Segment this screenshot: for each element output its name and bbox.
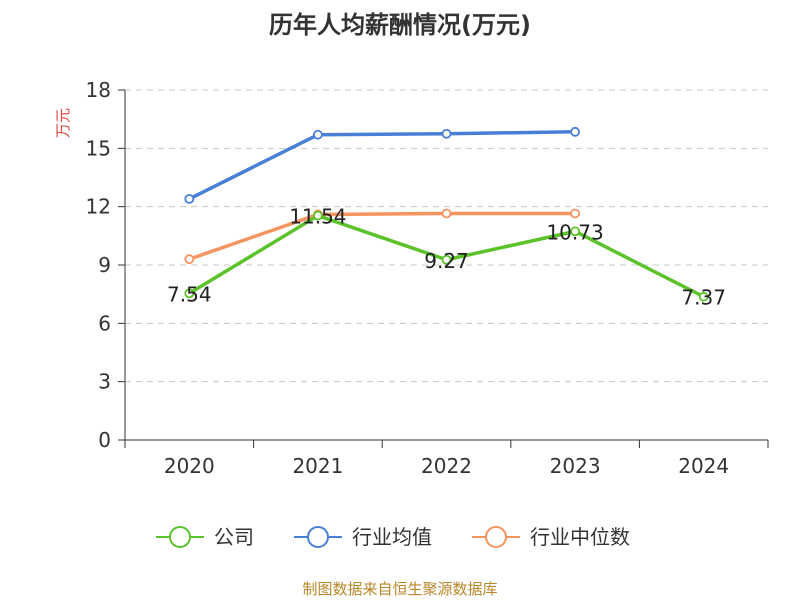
data-point <box>570 126 580 137</box>
data-label: 11.54 <box>289 205 346 229</box>
chart-title: 历年人均薪酬情况(万元) <box>269 11 531 39</box>
axes: 0 3 6 9 12 15 18 2020 2021 2022 2023 2024 <box>86 78 769 478</box>
y-tick-label: 12 <box>86 195 111 219</box>
y-tick-label: 3 <box>98 370 111 394</box>
x-tick-label: 2023 <box>550 454 601 478</box>
data-point <box>184 254 195 265</box>
legend-item[interactable]: 行业中位数 <box>472 525 630 549</box>
data-point <box>441 254 452 265</box>
data-point <box>570 226 580 237</box>
y-tick-label: 15 <box>86 136 111 160</box>
y-tick-label: 6 <box>98 311 111 335</box>
data-label: 9.27 <box>424 249 469 273</box>
legend-label: 行业均值 <box>352 525 432 549</box>
data-point <box>441 208 452 219</box>
series-group <box>184 126 709 302</box>
data-point <box>312 210 323 221</box>
legend-item[interactable]: 公司 <box>156 525 254 549</box>
legend-item[interactable]: 行业均值 <box>294 525 432 549</box>
x-tick-label: 2024 <box>678 454 729 478</box>
data-label: 7.37 <box>681 286 726 310</box>
grid-lines <box>125 89 768 383</box>
data-labels: 7.54 11.54 9.27 10.73 7.37 <box>167 205 726 310</box>
legend[interactable]: 公司 行业均值 行业中位数 <box>156 525 630 549</box>
x-tick-label: 2021 <box>292 454 343 478</box>
x-tick-label: 2020 <box>164 454 215 478</box>
data-label: 10.73 <box>546 220 603 244</box>
x-tick-label: 2022 <box>421 454 472 478</box>
y-tick-label: 0 <box>98 428 111 452</box>
data-point <box>184 288 195 299</box>
legend-label: 行业中位数 <box>530 525 630 549</box>
series-line-2 <box>188 211 576 261</box>
data-point <box>698 291 709 302</box>
data-point <box>570 208 580 219</box>
data-label: 7.54 <box>167 282 212 306</box>
data-point <box>184 193 195 204</box>
legend-marker <box>307 526 329 548</box>
y-axis-label: 万元 <box>54 108 72 138</box>
legend-marker <box>485 526 507 548</box>
data-point <box>312 129 323 140</box>
y-tick-label: 18 <box>86 78 111 102</box>
legend-label: 公司 <box>214 525 254 549</box>
y-tick-label: 9 <box>98 253 111 277</box>
data-point <box>441 128 452 139</box>
series-line-1 <box>188 130 576 201</box>
legend-marker <box>169 526 191 548</box>
source-note: 制图数据来自恒生聚源数据库 <box>302 580 497 598</box>
